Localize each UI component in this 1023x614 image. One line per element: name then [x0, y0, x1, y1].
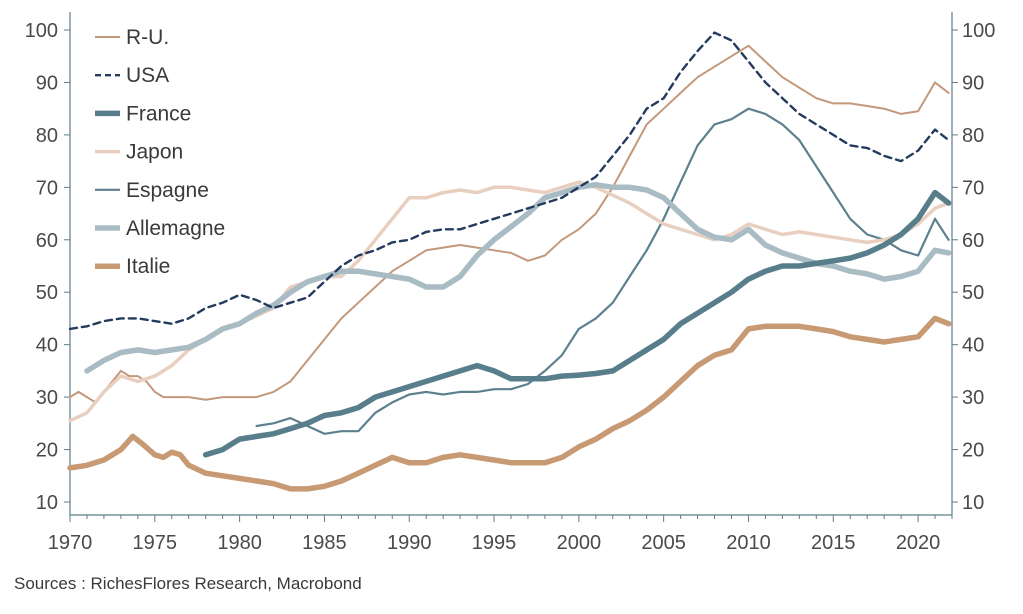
y-tick-label-right: 70: [962, 177, 984, 199]
y-tick-label-right: 80: [962, 125, 984, 147]
y-tick-label-left: 20: [36, 440, 58, 462]
legend-label: R-U.: [126, 26, 169, 49]
plot-area: [67, 31, 952, 492]
y-tick-label-right: 30: [962, 387, 984, 409]
y-tick-label-left: 70: [36, 177, 58, 199]
y-tick-label-right: 50: [962, 282, 984, 304]
y-tick-label-left: 30: [36, 387, 58, 409]
x-tick-label: 2005: [641, 532, 686, 554]
y-tick-label-left: 60: [36, 230, 58, 252]
x-tick-label: 1990: [387, 532, 432, 554]
legend-label: Allemagne: [126, 217, 225, 240]
y-tick-label-right: 100: [962, 20, 995, 42]
legend-label: Italie: [126, 255, 170, 278]
series-line-ru: [69, 44, 950, 404]
y-tick-label-left: 100: [25, 20, 58, 42]
series-line-espagne: [255, 107, 950, 435]
series-line-france: [202, 189, 952, 458]
y-tick-label-right: 10: [962, 492, 984, 514]
y-tick-label-right: 40: [962, 335, 984, 357]
x-tick-label: 2000: [557, 532, 602, 554]
x-tick-label: 1995: [472, 532, 517, 554]
x-tick-label: 2015: [811, 532, 856, 554]
x-tick-label: 1985: [302, 532, 347, 554]
series-line-italie: [67, 315, 952, 492]
legend-label: Japon: [126, 141, 183, 164]
legend-label: Espagne: [126, 179, 209, 202]
x-tick-label: 2020: [896, 532, 941, 554]
x-tick-label: 2010: [726, 532, 771, 554]
x-tick-label: 1975: [133, 532, 178, 554]
legend-label: USA: [126, 64, 169, 87]
x-tick-label: 1980: [217, 532, 262, 554]
series-line-allemagne: [84, 181, 952, 374]
y-tick-label-left: 40: [36, 335, 58, 357]
legend: R-U. USA France Japon Espagne Allemagne Italie: [95, 26, 225, 278]
source-note: Sources : RichesFlores Research, Macrobo…: [14, 574, 362, 593]
y-tick-label-right: 90: [962, 72, 984, 94]
x-tick-label: 1970: [48, 532, 93, 554]
chart-axes: 10 20 30 40 50 60 70 80 90 100 10 20 30 40 50 60 70 80 90 1…: [25, 12, 995, 554]
legend-label: France: [126, 102, 191, 125]
series-line-usa: [68, 31, 950, 331]
y-tick-label-right: 20: [962, 440, 984, 462]
y-tick-label-left: 80: [36, 125, 58, 147]
y-tick-label-left: 50: [36, 282, 58, 304]
y-tick-label-left: 90: [36, 72, 58, 94]
y-tick-label-left: 10: [36, 492, 58, 514]
y-tick-label-right: 60: [962, 230, 984, 252]
